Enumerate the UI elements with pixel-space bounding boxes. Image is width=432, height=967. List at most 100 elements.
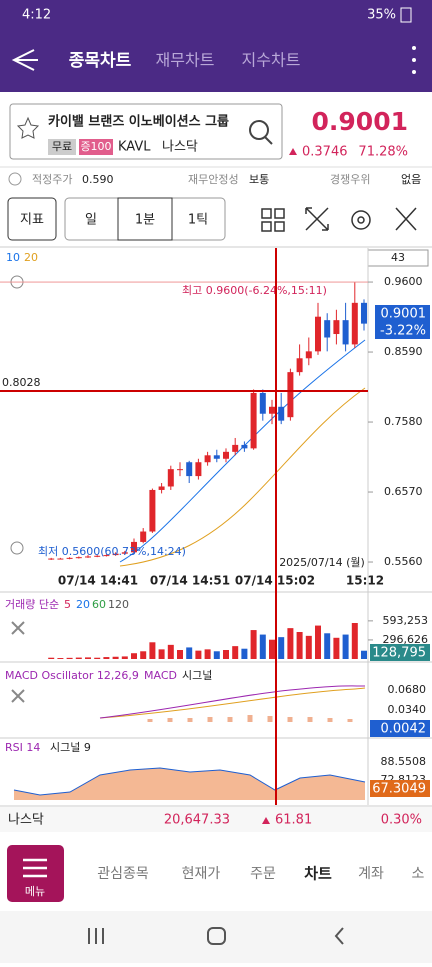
volume-bar	[121, 656, 128, 659]
system-nav	[0, 911, 432, 963]
index-name: 나스닥	[8, 813, 44, 828]
macd-tick: 0.0680	[388, 683, 427, 696]
volume-ma: 120	[108, 598, 129, 611]
candle-body	[269, 406, 275, 414]
nav-tab[interactable]: 관심종목	[97, 866, 149, 882]
market: 나스닥	[162, 140, 198, 155]
header-bg	[0, 0, 432, 92]
candle-body	[232, 444, 239, 452]
candle-body	[48, 558, 55, 560]
candle-body	[177, 469, 183, 471]
rsi-legend: 시그널 9	[50, 741, 91, 754]
candle-body	[223, 451, 229, 459]
zoom-out[interactable]	[10, 541, 24, 555]
volume-tick-label: 593,253	[383, 614, 429, 627]
candle-body	[57, 558, 64, 560]
candle-body	[287, 372, 294, 418]
volume-bar	[287, 628, 294, 659]
rsi-last-box	[370, 780, 430, 797]
candle-body	[85, 556, 91, 558]
info-label: 적정주가	[32, 173, 72, 186]
stock-name: 카이밸 브랜즈 이노베이션스 그룹	[48, 114, 229, 130]
rsi-line	[13, 767, 366, 796]
current-change: -3.22%	[380, 324, 426, 339]
y-tick-label: 0.9600	[384, 275, 423, 288]
nav-tab[interactable]: 계좌	[358, 866, 384, 882]
volume-bar	[305, 635, 312, 659]
volume-bar	[259, 634, 266, 659]
button[interactable]	[7, 197, 57, 241]
candle-body	[213, 455, 220, 459]
volume-bar	[250, 630, 257, 659]
rsi-title: RSI 14	[5, 741, 40, 754]
candle-body	[324, 320, 331, 338]
ma-label: 20	[24, 251, 38, 264]
volume-bar	[103, 657, 110, 659]
back-nav[interactable]	[334, 927, 344, 945]
macd-legend: MACD	[144, 669, 177, 682]
close-icon[interactable]	[11, 621, 25, 635]
candle-body	[204, 455, 211, 463]
nav-tab[interactable]: 주문	[250, 866, 276, 882]
battery-icon	[400, 7, 412, 23]
ma20-line	[119, 387, 366, 567]
toolbar-icons[interactable]	[261, 207, 417, 232]
home-button[interactable]	[207, 927, 226, 945]
rsi-tick: 88.5508	[381, 755, 427, 768]
info-label: 재무안정성	[188, 173, 239, 186]
volume-bar	[269, 639, 275, 659]
button-label: 1틱	[188, 213, 208, 228]
close-icon[interactable]	[11, 689, 25, 703]
index-value: 20,647.33	[164, 813, 230, 828]
menu-button[interactable]	[7, 845, 64, 902]
tab[interactable]: 지수차트	[242, 51, 301, 70]
nav-tab-active[interactable]: 차트	[304, 865, 332, 883]
x-tick-label: 15:12	[346, 574, 384, 588]
index-bar	[0, 807, 432, 832]
search-icon[interactable]	[249, 120, 269, 140]
current-price-box	[375, 305, 430, 339]
volume-bar	[223, 650, 229, 659]
more-button[interactable]	[412, 46, 416, 74]
change-pct: 71.28%	[358, 145, 408, 160]
button-active[interactable]	[117, 197, 173, 241]
recent-button[interactable]	[88, 928, 104, 944]
ma10-line	[119, 339, 366, 563]
candle-body	[296, 358, 303, 373]
candle-body	[112, 553, 119, 556]
tab[interactable]: 재무차트	[156, 51, 215, 70]
volume-bar	[131, 653, 137, 659]
volume-bar	[167, 644, 174, 659]
volume-bar	[213, 651, 220, 659]
volume-title: 거래량 단순	[5, 598, 59, 611]
candle-body	[315, 316, 321, 352]
button-label: 1분	[135, 213, 155, 228]
info-label: 경쟁우위	[330, 173, 370, 186]
crosshair-price: 0.8028	[2, 376, 41, 389]
x-tick-label: 07/14 14:41	[58, 574, 138, 588]
star-icon[interactable]	[16, 116, 40, 139]
volume-bar	[195, 650, 202, 659]
volume-bar	[112, 656, 119, 659]
macd-tick: 0.0340	[388, 703, 427, 716]
candle-body	[351, 302, 358, 345]
candle-body	[94, 555, 101, 557]
tag-bg	[48, 139, 76, 155]
candle-body	[121, 552, 128, 554]
count: 43	[391, 251, 405, 264]
candle-body	[195, 462, 202, 477]
volume-bar	[315, 625, 321, 659]
nav-tab[interactable]: 소	[412, 866, 425, 882]
nav-tab[interactable]: 현재가	[182, 866, 221, 882]
tag: 증100	[80, 140, 111, 153]
tag-bg	[79, 139, 113, 155]
volume-bar	[232, 646, 239, 659]
candle-body	[259, 392, 266, 414]
search-box[interactable]	[9, 103, 283, 160]
tab-active[interactable]: 종목차트	[69, 51, 132, 71]
volume-bar	[177, 650, 183, 659]
crosshair-date: 2025/07/14 (월)	[279, 556, 365, 569]
macd-last-box	[370, 720, 430, 737]
volume-bar	[158, 649, 165, 659]
back-button[interactable]	[11, 49, 38, 71]
